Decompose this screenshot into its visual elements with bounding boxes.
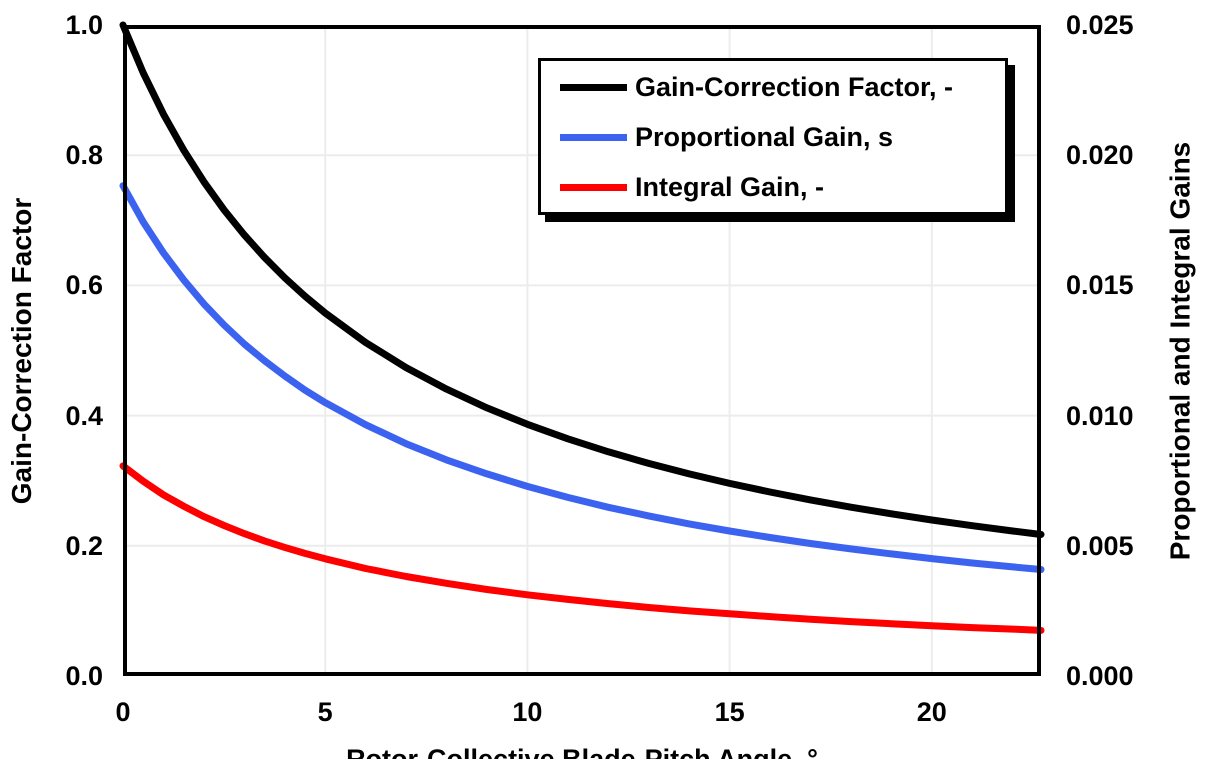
legend: Gain-Correction Factor, - Proportional G… — [538, 58, 1008, 215]
x-axis-tick-label: 0 — [115, 697, 131, 727]
x-axis-tick-label: 15 — [714, 697, 745, 727]
legend-line-swatch — [560, 83, 627, 91]
left-axis-title: Gain-Correction Factor — [6, 197, 38, 504]
right-axis-tick-label: 0.005 — [1066, 530, 1134, 561]
legend-line-swatch — [560, 183, 627, 191]
legend-label: Integral Gain, - — [635, 171, 825, 202]
legend-line-swatch — [560, 133, 627, 141]
x-axis-tick-label: 5 — [317, 697, 333, 727]
series-line-gain-correction-factor — [119, 21, 1045, 538]
legend-item: Gain-Correction Factor, - — [560, 62, 1005, 112]
series-line-integral-gain — [119, 462, 1045, 634]
left-axis-tick-label: 0.2 — [65, 530, 103, 561]
left-axis-tick-label: 1.0 — [65, 10, 103, 40]
right-axis-tick-label: 0.015 — [1066, 270, 1134, 301]
legend-item: Integral Gain, - — [560, 162, 1005, 212]
series-line-proportional-gain-s — [119, 182, 1045, 573]
left-axis-tick-label: 0.0 — [65, 661, 103, 691]
legend-item: Proportional Gain, s — [560, 112, 1005, 162]
left-axis-tick-label: 0.8 — [65, 140, 103, 171]
x-axis-title: Rotor-Collective Blade-Pitch Angle, ° — [346, 744, 818, 759]
right-axis-tick-label: 0.020 — [1066, 140, 1134, 171]
left-axis-tick-label: 0.4 — [65, 400, 103, 431]
legend-label: Proportional Gain, s — [635, 121, 894, 152]
right-axis-tick-label: 0.025 — [1066, 10, 1134, 40]
right-axis-tick-label: 0.010 — [1066, 400, 1134, 431]
left-axis-tick-label: 0.6 — [65, 270, 103, 301]
x-axis-tick-label: 10 — [512, 697, 543, 727]
right-axis-tick-label: 0.000 — [1066, 661, 1134, 691]
legend-label: Gain-Correction Factor, - — [635, 71, 954, 102]
x-axis-tick-label: 20 — [916, 697, 947, 727]
right-axis-title: Proportional and Integral Gains — [1164, 141, 1195, 560]
